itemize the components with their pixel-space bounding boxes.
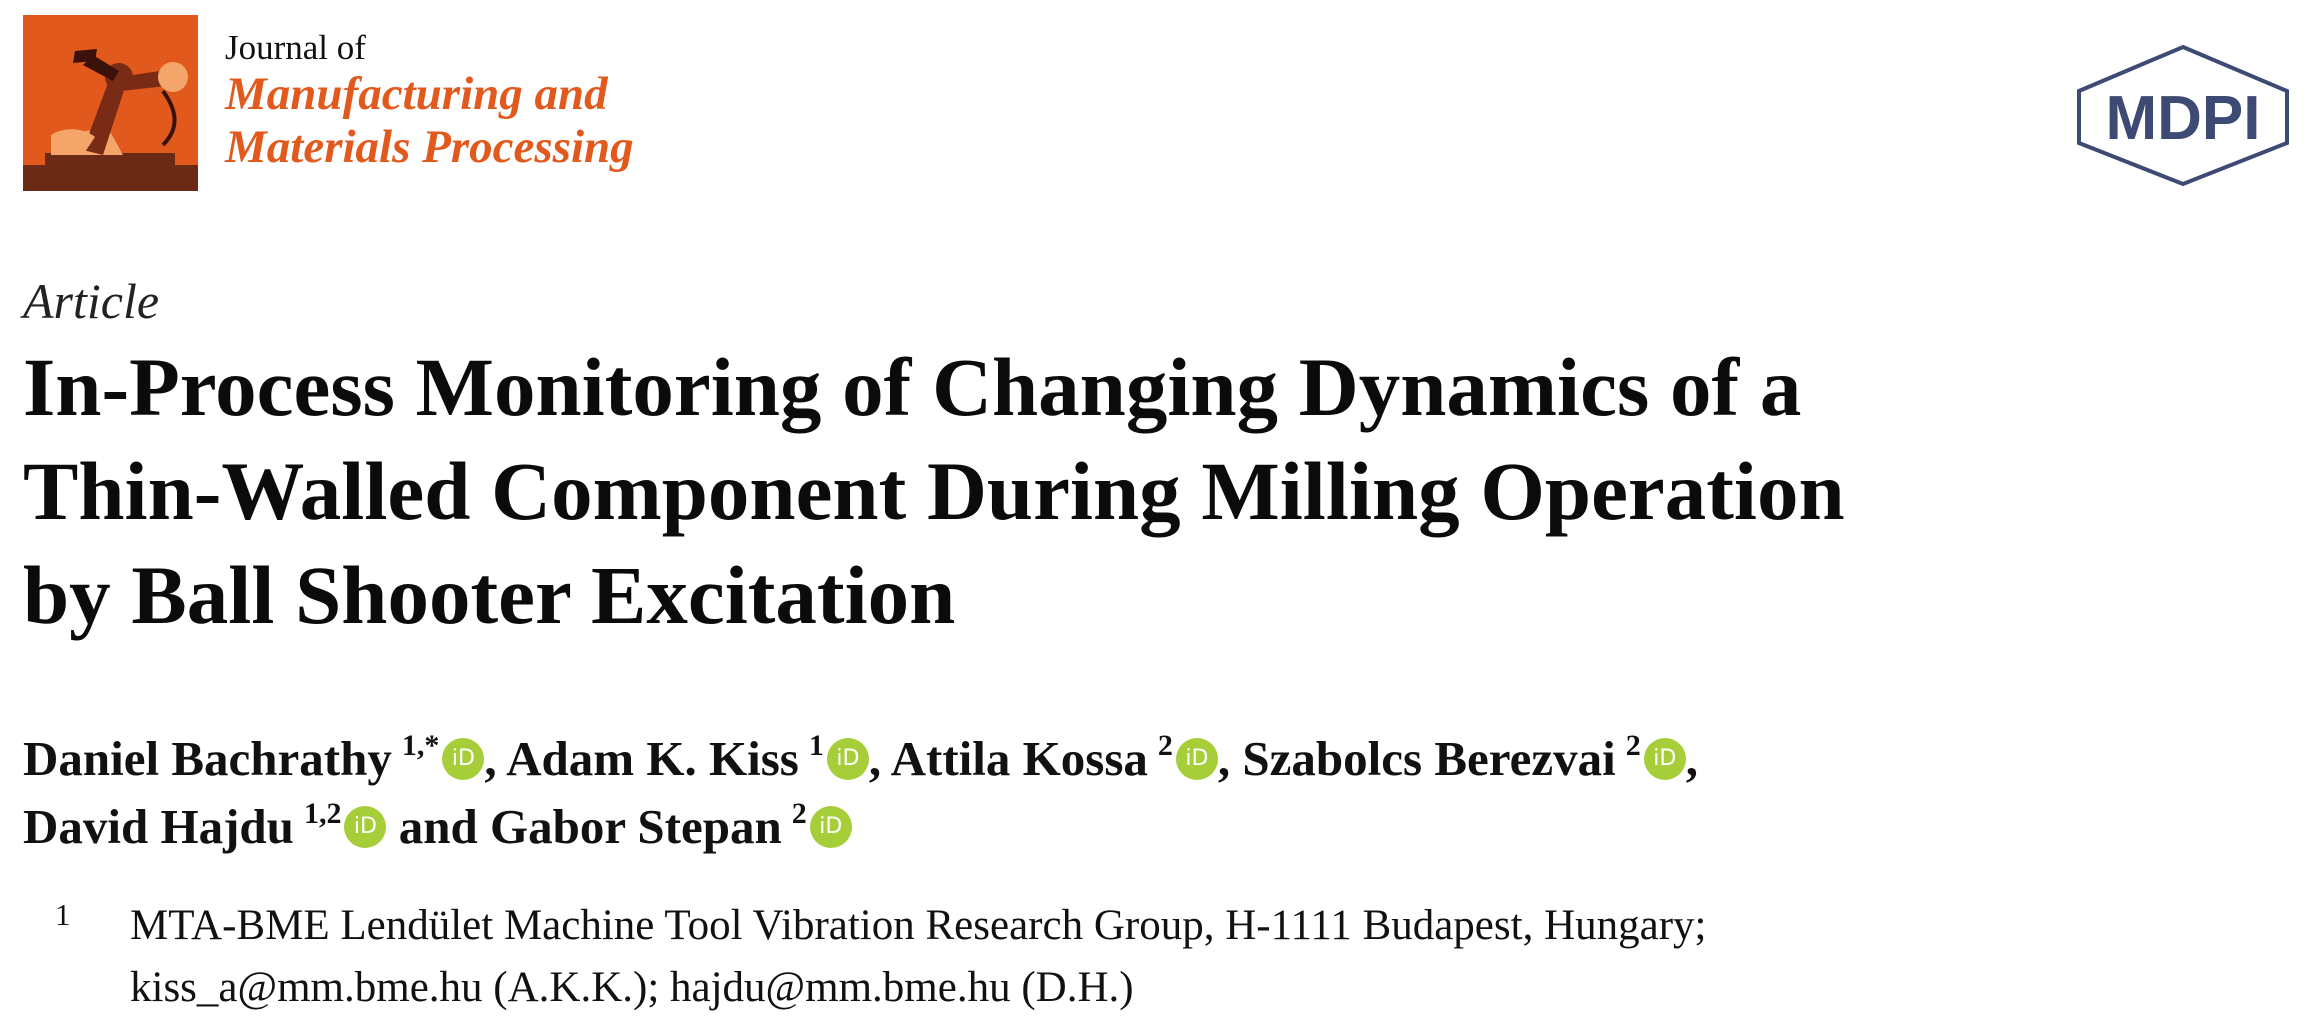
journal-name-block: Journal of Manufacturing and Materials P…: [225, 28, 634, 174]
author-affiliation-marker: 2: [1157, 729, 1173, 762]
affiliation-number: 1: [55, 897, 71, 932]
author-list: Daniel Bachrathy 1,* iD, Adam K. Kiss 1 iD, …: [23, 725, 2283, 861]
author-connector: and: [398, 799, 478, 854]
article-type: Article: [23, 273, 160, 329]
journal-prefix: Journal of: [225, 28, 366, 67]
author-affiliation-marker: 2: [1625, 729, 1641, 762]
mdpi-hexagon-icon: MDPI: [2077, 44, 2289, 187]
author: Attila Kossa 2 iD,: [890, 729, 1231, 787]
journal-logo: [23, 15, 198, 191]
affiliation-line: MTA-BME Lendület Machine Tool Vibration …: [130, 902, 1707, 949]
title-line: Thin-Walled Component During Milling Ope…: [23, 445, 1845, 537]
author-separator: ,: [1685, 731, 1698, 786]
publisher-logo-text: MDPI: [2106, 84, 2261, 153]
article-title: In-Process Monitoring of Changing Dynami…: [23, 335, 2283, 647]
author-affiliation-marker: 1: [808, 729, 824, 762]
orcid-icon[interactable]: iD: [809, 806, 852, 848]
robot-arm-icon: [23, 15, 198, 191]
orcid-icon[interactable]: iD: [1175, 738, 1218, 780]
orcid-icon[interactable]: iD: [826, 738, 869, 780]
title-line: by Ball Shooter Excitation: [23, 549, 956, 641]
author-name: Szabolcs Berezvai: [1242, 731, 1616, 786]
journal-name-line1: Manufacturing and: [225, 68, 608, 120]
orcid-icon[interactable]: iD: [442, 738, 485, 780]
author-separator: ,: [484, 731, 497, 786]
author-name: Daniel Bachrathy: [23, 731, 392, 786]
orcid-icon[interactable]: iD: [344, 806, 387, 848]
author: Gabor Stepan 2 iD: [490, 799, 852, 854]
publisher-logo: MDPI: [2073, 43, 2293, 188]
title-line: In-Process Monitoring of Changing Dynami…: [23, 341, 1802, 433]
journal-name-line2: Materials Processing: [225, 121, 634, 173]
author-line: David Hajdu 1,2 iD and Gabor Stepan 2 iD: [23, 793, 2283, 861]
author-affiliation-marker: 1,*: [401, 729, 440, 762]
author-name: Gabor Stepan: [489, 799, 782, 854]
orcid-icon[interactable]: iD: [1643, 738, 1686, 780]
author-affiliation-marker: 1,2: [303, 797, 342, 830]
affiliation: 1 MTA-BME Lendület Machine Tool Vibratio…: [23, 895, 2283, 1019]
author-separator: ,: [868, 731, 882, 786]
author: David Hajdu 1,2 iD: [23, 797, 387, 854]
affiliation-text: MTA-BME Lendület Machine Tool Vibration …: [130, 895, 2283, 1019]
author: Adam K. Kiss 1 iD,: [506, 729, 882, 787]
author: Szabolcs Berezvai 2 iD,: [1242, 729, 1698, 787]
author-line: Daniel Bachrathy 1,* iD, Adam K. Kiss 1 iD, …: [23, 725, 2283, 793]
author: Daniel Bachrathy 1,* iD,: [23, 729, 497, 787]
author-name: David Hajdu: [23, 799, 294, 854]
author-name: Adam K. Kiss: [506, 731, 799, 786]
author-separator: ,: [1217, 731, 1231, 786]
affiliation-emails[interactable]: kiss_a@mm.bme.hu (A.K.K.); hajdu@mm.bme.…: [130, 964, 1134, 1011]
author-affiliation-marker: 2: [791, 797, 807, 830]
author-name: Attila Kossa: [890, 731, 1148, 786]
